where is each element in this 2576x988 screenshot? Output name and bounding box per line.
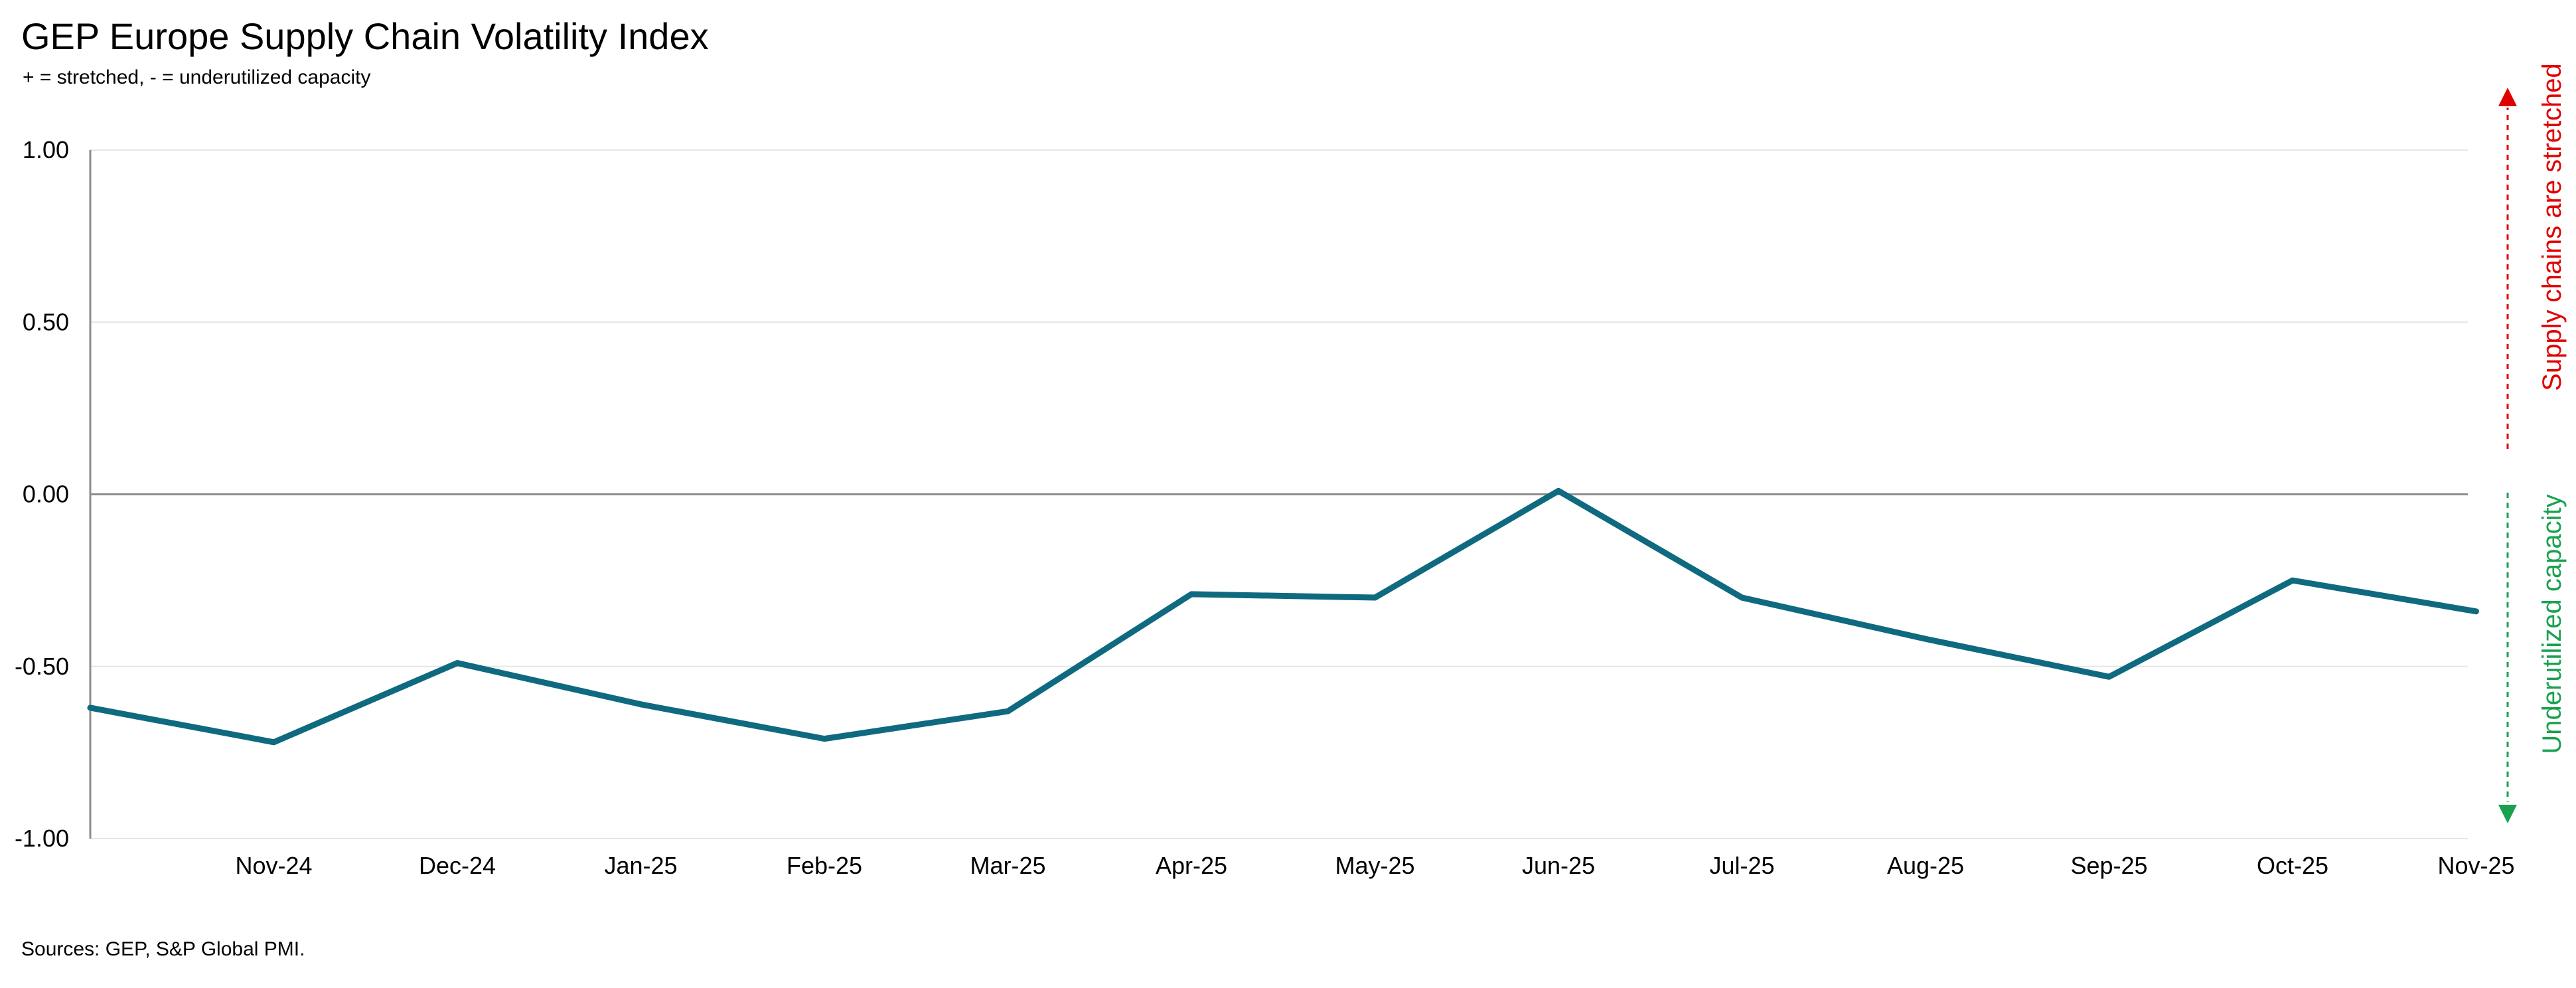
x-tick-label: Apr-25	[1156, 852, 1227, 879]
x-tick-label: May-25	[1335, 852, 1414, 879]
underutilized-label: Underutilized capacity	[2538, 494, 2567, 754]
x-tick-label: Mar-25	[970, 852, 1045, 879]
y-tick-label: -1.00	[15, 825, 69, 852]
x-tick-label: Nov-25	[2437, 852, 2514, 879]
x-tick-label: Feb-25	[787, 852, 862, 879]
series	[87, 487, 2479, 746]
y-tick-label: 1.00	[23, 136, 69, 163]
y-tick-label: 0.50	[23, 308, 69, 335]
x-tick-label: Aug-25	[1887, 852, 1964, 879]
arrow-up-icon	[2498, 88, 2517, 106]
y-tick-label: 0.00	[23, 481, 69, 508]
x-tick-label: Oct-25	[2257, 852, 2328, 879]
source-note: Sources: GEP, S&P Global PMI.	[21, 938, 305, 960]
series-line	[87, 487, 2479, 746]
arrow-down-icon	[2498, 805, 2517, 823]
x-tick-label: Jan-25	[604, 852, 677, 879]
x-tick-label: Jun-25	[1522, 852, 1595, 879]
y-axis-ticks: 1.00 0.50 0.00 -0.50 -1.00	[15, 136, 69, 852]
side-annotations: Supply chains are stretched Underutilized…	[2498, 63, 2567, 823]
stretched-label: Supply chains are stretched	[2538, 63, 2567, 391]
y-tick-label: -0.50	[15, 653, 69, 680]
gridlines	[90, 149, 2468, 839]
chart-subtitle: + = stretched, - = underutilized capacit…	[23, 66, 371, 88]
chart-title: GEP Europe Supply Chain Volatility Index	[21, 15, 709, 57]
x-tick-label: Dec-24	[419, 852, 496, 879]
x-tick-label: Sep-25	[2070, 852, 2147, 879]
x-tick-label: Nov-24	[235, 852, 312, 879]
x-tick-label: Jul-25	[1709, 852, 1774, 879]
x-axis-ticks: Nov-24 Dec-24 Jan-25 Feb-25 Mar-25 Apr-25 May-…	[235, 852, 2514, 879]
